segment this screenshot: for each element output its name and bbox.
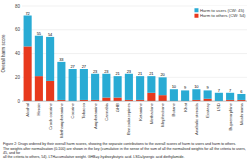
legend-swatch	[194, 14, 198, 18]
y-tick-label: 40	[15, 51, 21, 56]
total-label: 9	[184, 85, 187, 90]
legend-background	[193, 6, 247, 20]
total-label: 10	[194, 84, 199, 89]
x-tick-label: Tobacco	[81, 102, 86, 118]
x-tick-label: Mephedrone	[160, 102, 165, 126]
bar-segment	[46, 37, 54, 81]
total-label: 21	[115, 71, 120, 76]
total-label: 6	[240, 89, 243, 94]
x-tick-label: GHB	[115, 103, 120, 112]
y-tick-label: 20	[15, 75, 21, 80]
y-tick-label: 0	[17, 99, 20, 104]
bar-segment	[91, 74, 99, 100]
total-label: 7	[229, 88, 232, 93]
x-tick-label: Ecstasy	[205, 102, 210, 118]
x-tick-label: Methamphetamine	[59, 102, 64, 137]
bar-segment	[69, 69, 77, 101]
bar-segment	[24, 16, 32, 47]
y-tick-label: 80	[15, 4, 21, 9]
total-label: 72	[25, 11, 30, 16]
bar-segment	[147, 76, 155, 93]
total-label: 10	[172, 84, 177, 89]
total-label: 27	[70, 64, 75, 69]
total-label: 7	[218, 88, 221, 93]
x-tick-label: Ketamine	[138, 102, 143, 120]
grid-line	[22, 77, 247, 78]
total-label: 21	[149, 71, 154, 76]
total-label: 27	[82, 64, 87, 69]
total-label: 23	[93, 69, 98, 74]
bar-segment	[204, 90, 212, 98]
total-label: 9	[207, 85, 210, 90]
bar-segment	[114, 76, 122, 97]
bars	[24, 16, 246, 102]
bar-segment	[170, 89, 178, 101]
bar-segment	[159, 77, 167, 95]
grid-line	[22, 101, 247, 102]
legend-swatch	[194, 8, 198, 12]
bar-segment	[226, 93, 234, 100]
bar-segment	[35, 76, 43, 101]
total-label: 23	[104, 69, 109, 74]
bar-segment	[57, 62, 65, 100]
bar-segment	[35, 36, 43, 76]
legend-label: Harm to users (CW: 45)	[200, 8, 245, 13]
total-label: 20	[160, 72, 165, 77]
bar-segment	[192, 89, 200, 100]
bar-segment	[114, 98, 122, 102]
x-tick-label: Buprenorphine	[228, 102, 233, 130]
x-tick-label: Amphetamine	[93, 102, 98, 129]
bar-segment	[80, 69, 88, 100]
bar-segment	[147, 93, 155, 101]
bar-segment	[102, 74, 110, 98]
total-label: 33	[59, 57, 64, 62]
total-label: 21	[138, 71, 143, 76]
x-tick-label: Cocaine	[70, 102, 75, 118]
x-tick-label: Benzodiazepines	[126, 103, 131, 135]
x-tick-label: LSD	[216, 103, 221, 111]
bar-segment	[24, 46, 32, 101]
y-axis-label: Overall harm score	[1, 34, 6, 73]
bar-segment	[215, 93, 223, 101]
x-tick-label: Butane	[171, 102, 176, 116]
bar-segment	[46, 81, 54, 101]
bar-segment	[181, 90, 189, 101]
bar-segment	[136, 76, 144, 100]
legend: Harm to users (CW: 45)Harm to others (CW…	[193, 6, 247, 20]
chart: Figure 2: Drugs ordered by their overall…	[0, 0, 250, 161]
grid-line	[22, 53, 247, 54]
x-axis-line	[22, 101, 247, 102]
caption: The weights after normalisation (0-100) …	[3, 147, 246, 155]
bar-segment	[125, 74, 133, 100]
bar-segment	[159, 95, 167, 101]
total-label: 54	[48, 32, 53, 37]
x-tick-label: Alcohol	[25, 103, 30, 117]
bar-segment	[204, 99, 212, 101]
x-tick-label: Mushrooms	[239, 103, 244, 125]
total-label: 23	[127, 69, 132, 74]
x-tick-label: Cannabis	[104, 103, 109, 121]
bar-segment	[102, 98, 110, 102]
y-tick-label: 60	[15, 27, 21, 32]
x-tick-label: Heroin	[36, 102, 41, 115]
x-tick-label: Anabolic steroids	[194, 103, 199, 135]
x-tick-label: Methadone	[149, 102, 154, 124]
bar-segment	[237, 94, 245, 100]
x-tick-label: Crack cocaine	[48, 102, 53, 129]
caption: all the criteria to others, 54). LTH=cum…	[3, 155, 184, 159]
total-label: 55	[37, 31, 42, 36]
grid-line	[22, 29, 247, 30]
legend-label: Harm to others (CW: 54)	[200, 13, 246, 18]
x-tick-label: Khat	[183, 102, 188, 111]
